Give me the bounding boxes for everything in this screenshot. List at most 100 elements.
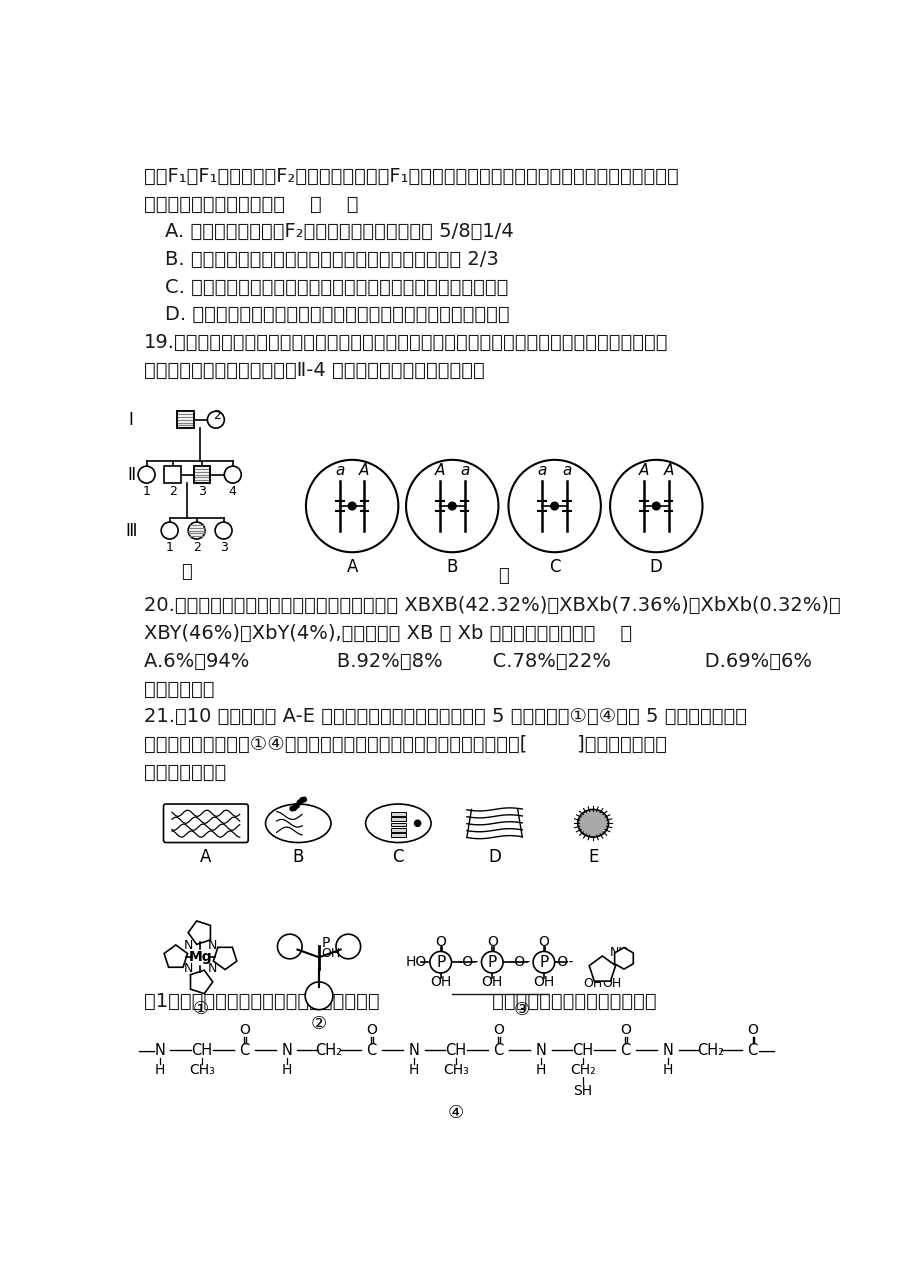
Text: P: P	[321, 936, 329, 950]
Text: OH: OH	[601, 977, 620, 990]
Circle shape	[335, 934, 360, 959]
Circle shape	[297, 800, 301, 805]
Text: 4: 4	[229, 485, 236, 498]
Text: ④: ④	[448, 1105, 464, 1122]
Text: N: N	[408, 1043, 419, 1057]
Text: ③: ③	[513, 1000, 529, 1019]
Bar	[391, 833, 405, 837]
Text: HO: HO	[405, 956, 426, 970]
Text: XBY(46%)、XbY(4%),则在该小学 XB 和 Xb 的基因频率分别为（    ）: XBY(46%)、XbY(4%),则在该小学 XB 和 Xb 的基因频率分别为（…	[144, 624, 631, 643]
Text: 出来的几种有机物（①④只表示某有机物的局部），请回答下列问题（[        ]填字母或数字，: 出来的几种有机物（①④只表示某有机物的局部），请回答下列问题（[ ]填字母或数字…	[144, 735, 666, 754]
Text: a: a	[460, 462, 469, 478]
Text: CH₃: CH₃	[189, 1064, 215, 1078]
Text: N: N	[184, 962, 193, 976]
Text: B: B	[446, 558, 458, 576]
Text: D: D	[488, 848, 501, 866]
Text: O: O	[435, 935, 446, 949]
Text: 上填结构名称）: 上填结构名称）	[144, 763, 226, 782]
Text: OH: OH	[583, 977, 602, 990]
Circle shape	[532, 952, 554, 973]
Circle shape	[278, 934, 301, 959]
Text: N: N	[207, 939, 217, 952]
Text: A: A	[638, 462, 649, 478]
Text: 1: 1	[165, 541, 174, 554]
Text: B. 后一种方法所得到的植株中可用于生产的类型比例为 2/3: B. 后一种方法所得到的植株中可用于生产的类型比例为 2/3	[165, 250, 498, 269]
Bar	[391, 823, 405, 827]
Text: B: B	[292, 848, 303, 866]
Text: N: N	[618, 952, 628, 964]
Text: ①: ①	[192, 1000, 209, 1018]
Text: P: P	[436, 954, 445, 970]
Text: H: H	[662, 1064, 673, 1078]
Text: 3: 3	[220, 541, 227, 554]
Circle shape	[301, 798, 306, 801]
Text: E: E	[587, 848, 597, 866]
Circle shape	[305, 982, 333, 1009]
Text: N: N	[662, 1043, 673, 1057]
Circle shape	[429, 952, 451, 973]
Circle shape	[224, 466, 241, 483]
Ellipse shape	[266, 804, 331, 842]
Text: CH₂: CH₂	[570, 1064, 596, 1078]
Text: N: N	[281, 1043, 292, 1057]
Text: —: —	[756, 1041, 775, 1060]
Circle shape	[481, 952, 503, 973]
Text: -O-: -O-	[551, 956, 573, 970]
Text: D: D	[649, 558, 662, 576]
Text: C: C	[549, 558, 560, 576]
Text: P: P	[487, 954, 496, 970]
Text: O: O	[619, 1023, 630, 1037]
Text: Ⅰ: Ⅰ	[129, 410, 133, 429]
Text: A: A	[663, 462, 673, 478]
Circle shape	[291, 805, 297, 810]
FancyBboxPatch shape	[164, 804, 248, 842]
Text: CH₃: CH₃	[443, 1064, 469, 1078]
Text: C: C	[619, 1043, 630, 1057]
Text: 2: 2	[213, 409, 221, 422]
Text: N: N	[207, 962, 217, 976]
Text: A: A	[346, 558, 357, 576]
Text: OH: OH	[482, 975, 503, 989]
Circle shape	[300, 798, 304, 803]
Ellipse shape	[365, 804, 431, 842]
Text: H: H	[408, 1064, 418, 1078]
Text: 20.据调查，某小学的学生中，基因型的比例为 XBXB(42.32%)、XBXb(7.36%)、XbXb(0.32%)、: 20.据调查，某小学的学生中，基因型的比例为 XBXB(42.32%)、XBXb…	[144, 596, 840, 615]
Circle shape	[161, 522, 178, 539]
Text: N: N	[184, 939, 193, 952]
Circle shape	[652, 502, 660, 510]
Bar	[391, 817, 405, 820]
Circle shape	[508, 460, 600, 552]
Text: H: H	[154, 1064, 165, 1078]
Text: D. 后一种方法的原理是染色体变异，是由于染色体结构发生改变: D. 后一种方法的原理是染色体变异，是由于染色体结构发生改变	[165, 306, 509, 325]
Text: CH: CH	[191, 1043, 212, 1057]
Text: OH: OH	[533, 975, 554, 989]
Text: 3: 3	[198, 485, 206, 498]
Polygon shape	[614, 948, 632, 970]
Circle shape	[609, 460, 702, 552]
Text: 19.下图甲表示家系中某遗传病的发病情况，图乙是对发病基因的测定，已知控制该性状的基因位于: 19.下图甲表示家系中某遗传病的发病情况，图乙是对发病基因的测定，已知控制该性状…	[144, 333, 668, 352]
Text: CH: CH	[445, 1043, 466, 1057]
Text: ②: ②	[311, 1015, 327, 1033]
Bar	[193, 466, 210, 483]
Text: C: C	[493, 1043, 503, 1057]
Circle shape	[289, 806, 294, 810]
Bar	[391, 812, 405, 815]
Text: O: O	[366, 1023, 377, 1037]
Text: a: a	[537, 462, 547, 478]
Ellipse shape	[577, 809, 607, 837]
Text: C: C	[239, 1043, 249, 1057]
Text: CH₂: CH₂	[696, 1043, 723, 1057]
Text: C: C	[746, 1043, 757, 1057]
Text: CH₂: CH₂	[315, 1043, 342, 1057]
Text: O: O	[493, 1023, 504, 1037]
Text: 人类性染色体的同源部分，则Ⅱ-4 的有关基因组成应是图乙中的: 人类性染色体的同源部分，则Ⅱ-4 的有关基因组成应是图乙中的	[144, 361, 484, 380]
Bar	[391, 828, 405, 832]
Text: O: O	[239, 1023, 250, 1037]
Text: N: N	[154, 1043, 165, 1057]
Text: P: P	[539, 954, 548, 970]
Circle shape	[348, 502, 356, 510]
Text: a: a	[562, 462, 571, 478]
Circle shape	[414, 820, 420, 827]
Text: Ⅱ: Ⅱ	[127, 465, 135, 484]
Text: C: C	[392, 848, 403, 866]
